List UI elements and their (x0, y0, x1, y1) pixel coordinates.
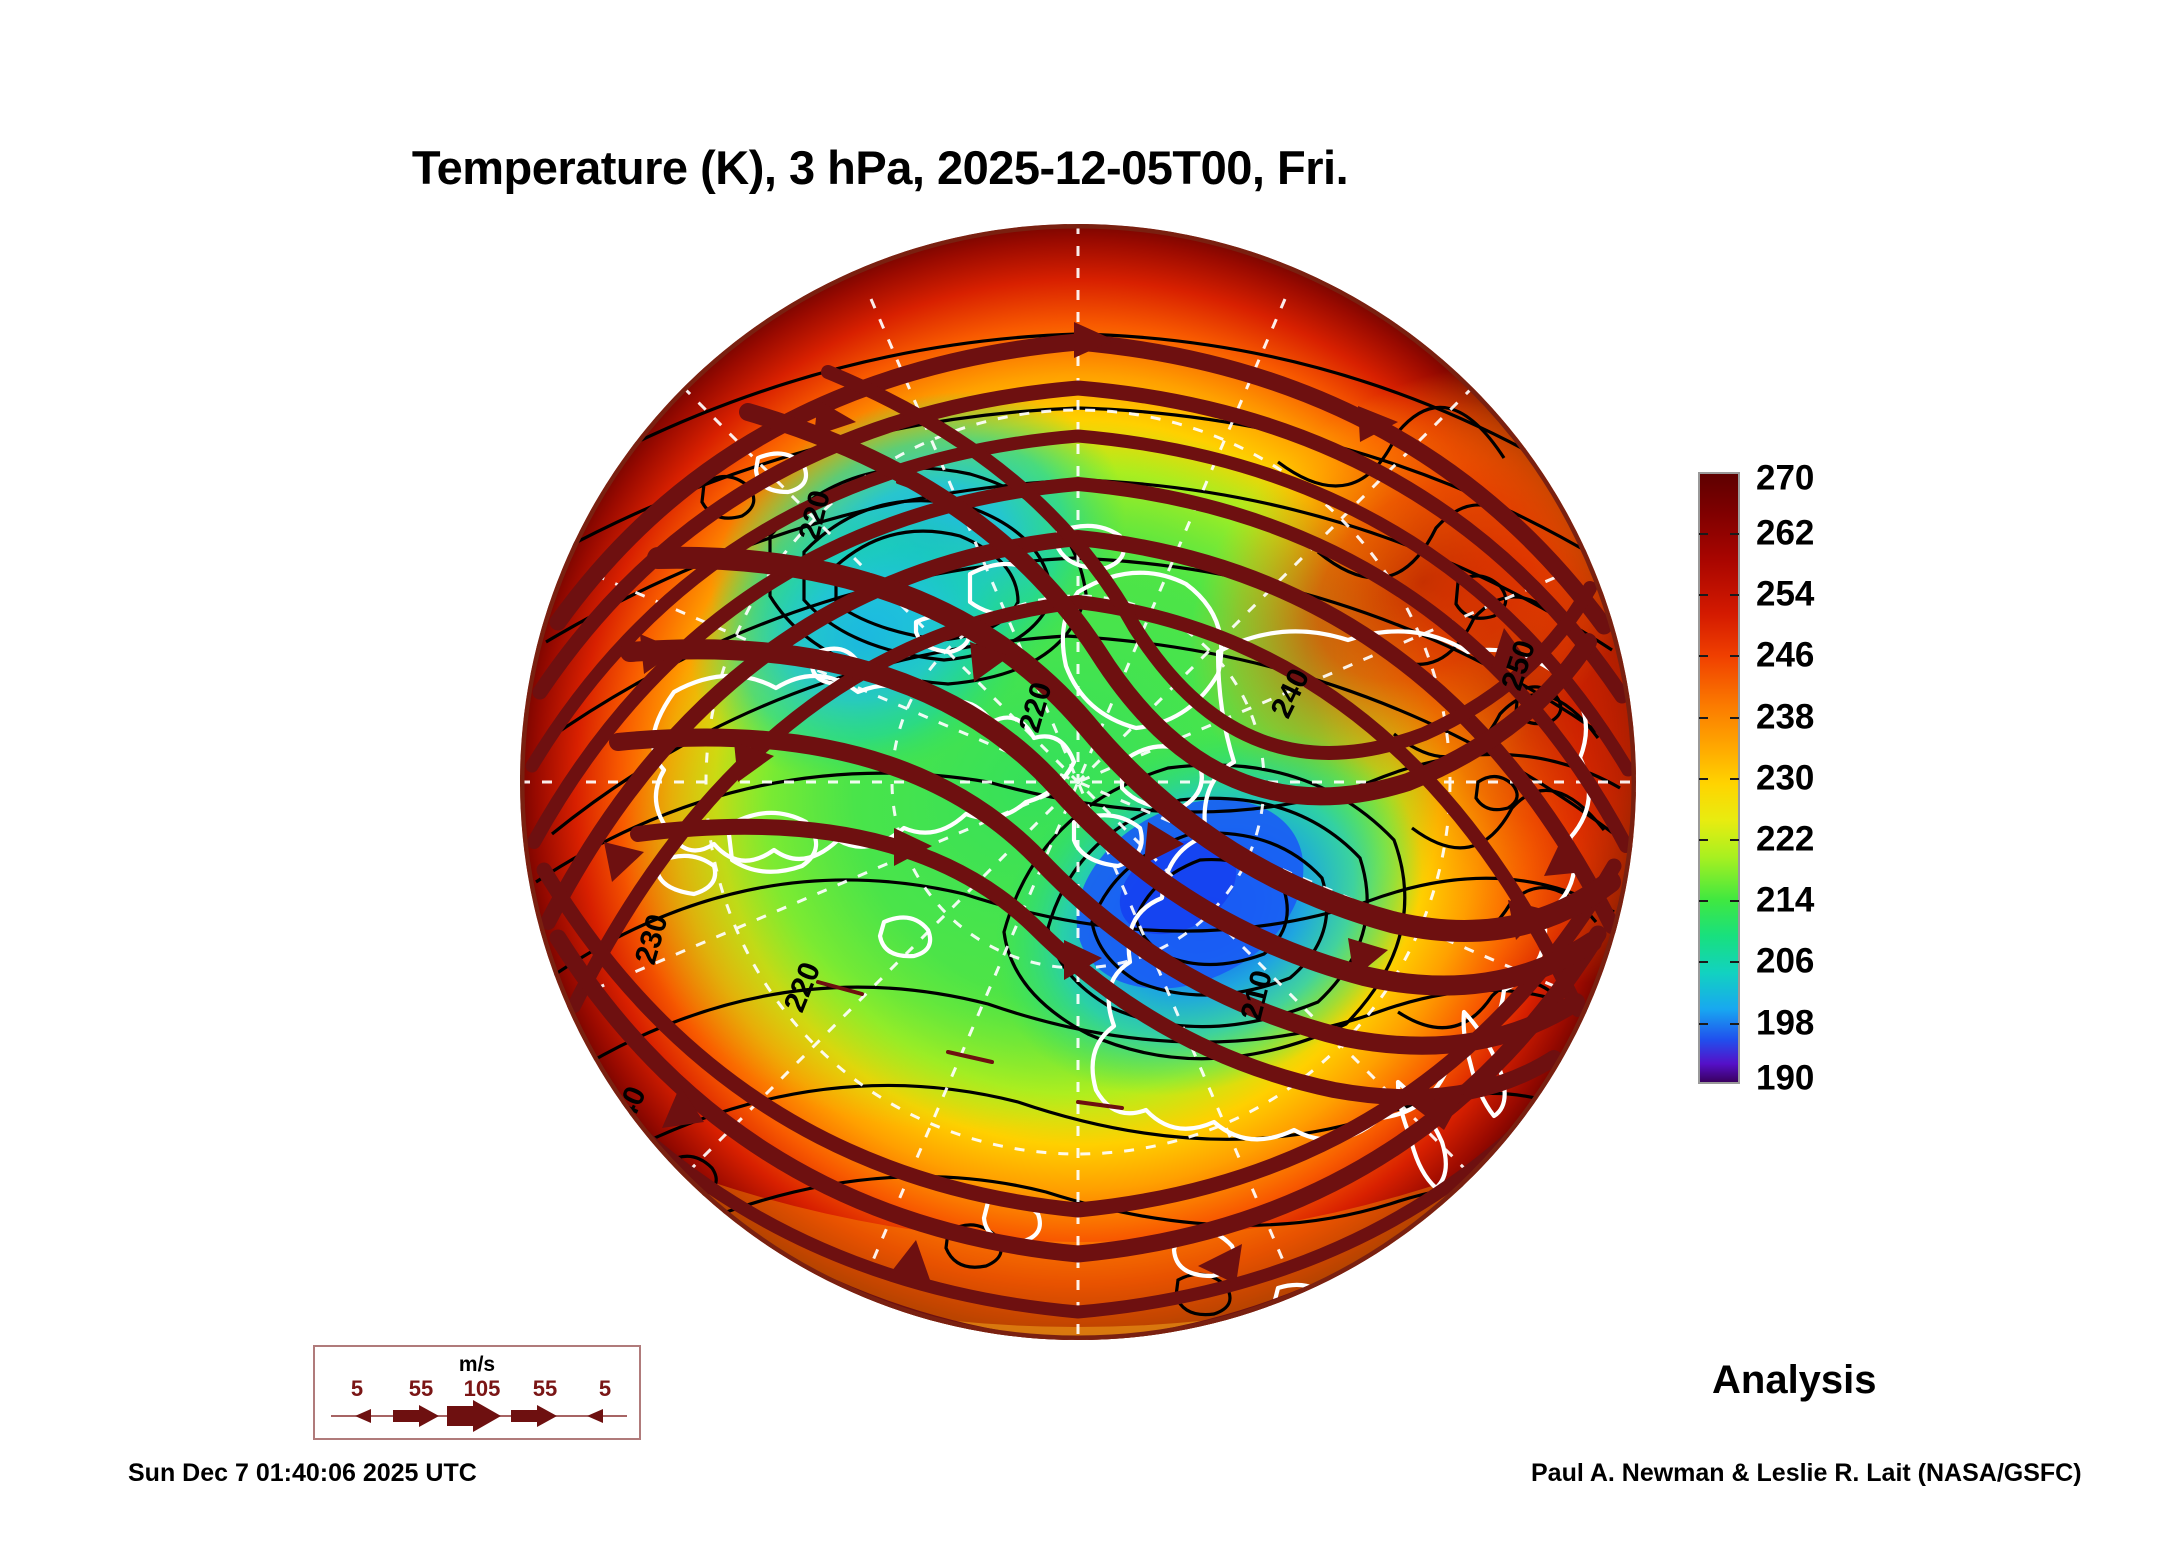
colorbar-tick (1730, 717, 1739, 719)
wind-key-value: 5 (598, 1376, 612, 1401)
colorbar-tick (1730, 533, 1739, 535)
svg-text:250: 250 (625, 222, 683, 275)
wind-key-value: 5 (350, 1376, 364, 1401)
page-title: Temperature (K), 3 hPa, 2025-12-05T00, F… (411, 141, 1349, 194)
colorbar-tick (1699, 655, 1708, 657)
colorbar-label: 198 (1756, 1003, 1815, 1043)
colorbar-tick (1699, 717, 1708, 719)
colorbar-tick (1699, 594, 1708, 596)
author-credit: Paul A. Newman & Leslie R. Lait (NASA/GS… (1531, 1459, 2082, 1487)
colorbar-tick (1699, 839, 1708, 841)
colorbar-tick (1730, 1023, 1739, 1025)
colorbar-tick (1730, 594, 1739, 596)
colorbar-label: 190 (1756, 1058, 1815, 1098)
wind-key-value: 105 (463, 1376, 501, 1401)
colorbar-tick (1699, 533, 1708, 535)
wind-key-units-label: m/s (458, 1353, 496, 1376)
analysis-label: Analysis (1712, 1358, 1877, 1402)
wind-key-value: 55 (532, 1376, 558, 1401)
colorbar-label: 254 (1756, 574, 1815, 614)
wind-key-value: 55 (408, 1376, 434, 1401)
colorbar-label: 262 (1756, 513, 1815, 553)
colorbar-tick (1730, 961, 1739, 963)
svg-text:230: 230 (675, 252, 733, 300)
svg-text:260: 260 (553, 362, 606, 422)
generation-timestamp: Sun Dec 7 01:40:06 2025 UTC (128, 1459, 477, 1487)
colorbar-tick (1730, 839, 1739, 841)
colorbar-label: 230 (1756, 758, 1815, 798)
colorbar-tick (1730, 778, 1739, 780)
wind-key-arrows (331, 1400, 627, 1432)
colorbar-label: 270 (1756, 458, 1815, 498)
colorbar-label: 214 (1756, 880, 1815, 920)
colorbar-tick (1699, 1023, 1708, 1025)
wind-speed-key: m/s 5 55 105 55 5 (313, 1345, 641, 1440)
colorbar-label: 238 (1756, 697, 1815, 737)
colorbar-tick (1699, 900, 1708, 902)
colorbar-label: 222 (1756, 819, 1815, 859)
polar-map: 250 260 240 230 220 220 240 250 210 230 … (518, 222, 1638, 1342)
colorbar-tick (1730, 655, 1739, 657)
map-field: 250 260 240 230 220 220 240 250 210 230 … (520, 222, 1636, 1340)
colorbar-label: 206 (1756, 941, 1815, 981)
colorbar-tick (1699, 778, 1708, 780)
svg-text:240: 240 (695, 222, 754, 266)
colorbar-label: 246 (1756, 635, 1815, 675)
colorbar-tick (1730, 900, 1739, 902)
colorbar-tick (1699, 961, 1708, 963)
